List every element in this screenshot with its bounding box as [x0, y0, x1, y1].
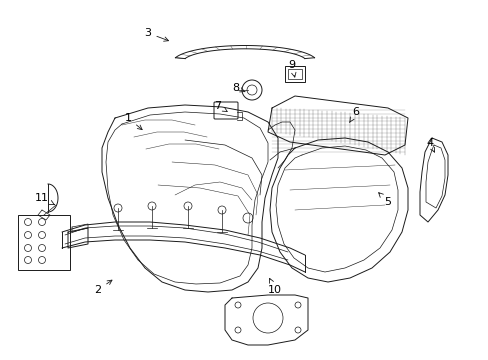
- Text: 5: 5: [378, 193, 391, 207]
- Bar: [285, 66, 305, 82]
- Text: 11: 11: [35, 193, 54, 205]
- Text: 2: 2: [94, 280, 112, 295]
- Text: 8: 8: [232, 83, 244, 93]
- Text: 6: 6: [349, 107, 359, 122]
- Text: 9: 9: [288, 60, 295, 77]
- Bar: [18, 215, 70, 270]
- Text: 3: 3: [144, 28, 168, 41]
- Text: 4: 4: [426, 138, 434, 152]
- Bar: [287, 69, 302, 79]
- Text: 10: 10: [267, 278, 282, 295]
- Text: 7: 7: [214, 101, 227, 112]
- Text: 1: 1: [124, 113, 142, 130]
